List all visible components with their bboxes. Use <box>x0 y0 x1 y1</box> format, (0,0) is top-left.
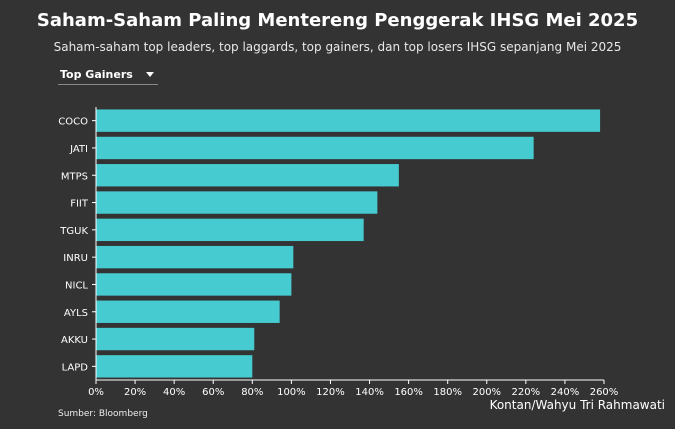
bar-lapd <box>96 355 253 378</box>
chart-subtitle: Saham-saham top leaders, top laggards, t… <box>53 40 622 54</box>
x-tick-label: 40% <box>163 387 185 398</box>
bar-coco <box>96 109 601 132</box>
x-tick-label: 140% <box>355 387 384 398</box>
category-label-nicl: NICL <box>65 280 88 291</box>
bar-ayls <box>96 300 280 323</box>
category-dropdown[interactable]: Top Gainers <box>58 66 158 85</box>
bar-jati <box>96 136 534 160</box>
x-tick-label: 60% <box>202 387 224 398</box>
x-tick-label: 80% <box>241 387 263 398</box>
x-tick-label: 200% <box>472 387 501 398</box>
category-label-coco: COCO <box>58 117 88 128</box>
category-label-mtps: MTPS <box>61 171 88 182</box>
x-tick-label: 220% <box>512 387 541 398</box>
category-label-inru: INRU <box>63 253 88 264</box>
chevron-down-icon[interactable] <box>146 72 154 77</box>
category-label-jati: JATI <box>69 144 88 155</box>
x-tick-label: 100% <box>277 387 306 398</box>
bar-tguk <box>96 218 364 242</box>
x-tick-label: 0% <box>88 387 104 398</box>
bar-nicl <box>96 273 292 296</box>
source-note: Sumber: Bloomberg <box>58 409 148 419</box>
x-tick-label: 20% <box>124 387 146 398</box>
category-label-akku: AKKU <box>61 335 88 346</box>
chart-title: Saham-Saham Paling Mentereng Penggerak I… <box>36 10 639 31</box>
x-tick-label: 180% <box>433 387 462 398</box>
x-tick-label: 260% <box>590 387 619 398</box>
bar-mtps <box>96 164 399 187</box>
category-label-ayls: AYLS <box>64 308 88 319</box>
credit-note: Kontan/Wahyu Tri Rahmawati <box>489 398 665 412</box>
category-label-lapd: LAPD <box>62 362 89 373</box>
x-tick-label: 160% <box>394 387 423 398</box>
bar-inru <box>96 245 294 269</box>
bar-akku <box>96 327 255 351</box>
dropdown-selected-label: Top Gainers <box>60 68 133 81</box>
category-label-tguk: TGUK <box>59 226 88 237</box>
x-tick-label: 120% <box>316 387 345 398</box>
bar-fiit <box>96 191 378 214</box>
category-label-fiit: FIIT <box>70 199 89 210</box>
x-tick-label: 240% <box>551 387 580 398</box>
